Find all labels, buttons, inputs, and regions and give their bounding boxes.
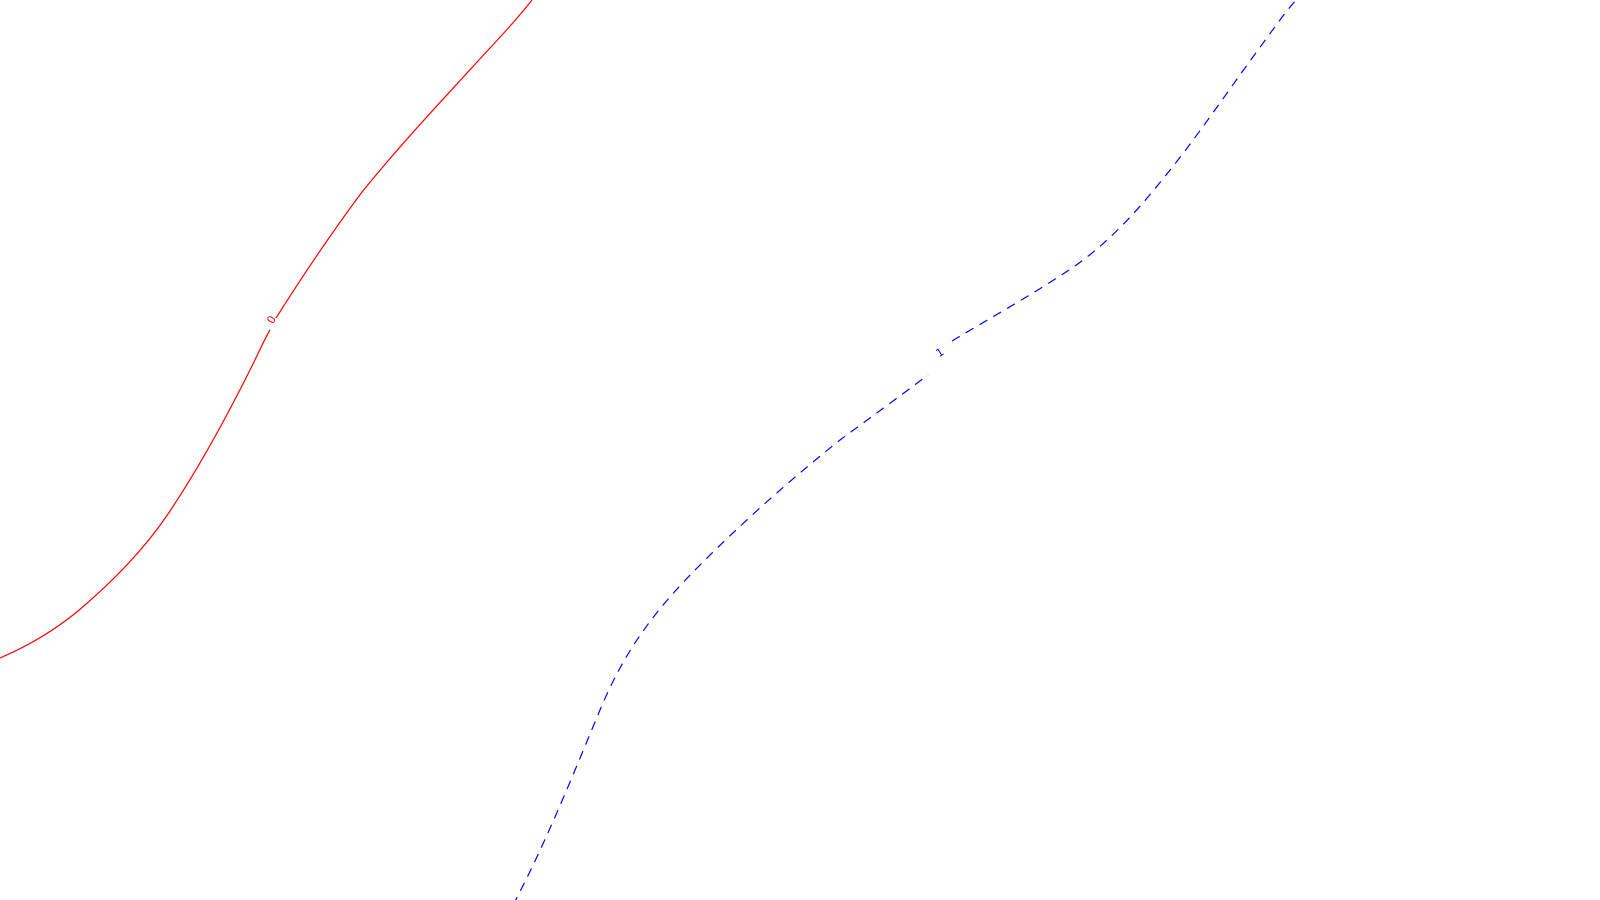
contour-line-0 [0,0,533,659]
contour-line-1 [514,0,1297,900]
